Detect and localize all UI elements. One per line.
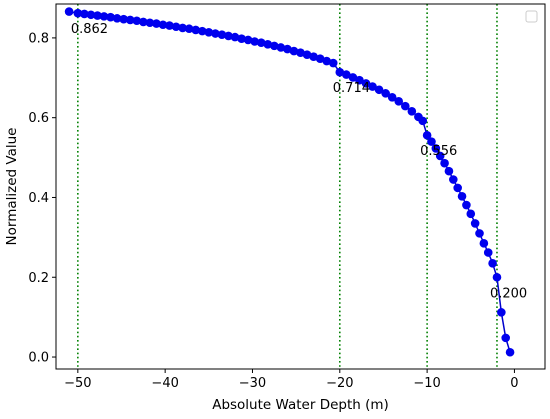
data-point-40 xyxy=(328,58,338,68)
annotations: 0.862 0.714 0.556 0.200 xyxy=(71,22,527,301)
data-point-43 xyxy=(348,73,358,82)
data-point-47 xyxy=(374,85,384,95)
data-point-14 xyxy=(158,20,168,30)
data-point-0 xyxy=(64,7,74,16)
data-point-54 xyxy=(418,116,428,126)
x-tick-label-1: −40 xyxy=(151,376,178,391)
data-point-15 xyxy=(165,21,174,30)
x-tick-label-2: −30 xyxy=(239,376,266,391)
data-point-33 xyxy=(283,44,292,54)
data-point-7 xyxy=(112,14,122,23)
x-tick-label-5: 0 xyxy=(510,376,518,391)
data-point-28 xyxy=(250,37,259,46)
data-point-13 xyxy=(152,19,161,28)
y-tick-label-3: 0.6 xyxy=(28,111,49,126)
data-point-57 xyxy=(431,144,441,153)
data-point-49 xyxy=(387,93,397,102)
data-point-17 xyxy=(178,23,187,33)
data-point-36 xyxy=(302,50,312,59)
data-point-22 xyxy=(211,29,220,38)
data-point-51 xyxy=(400,101,410,111)
data-point-60 xyxy=(444,166,454,176)
x-axis-ticks: −50 −40 −30 −20 −10 0 xyxy=(64,369,519,391)
data-point-4 xyxy=(93,11,102,20)
data-point-27 xyxy=(243,35,253,45)
data-point-56 xyxy=(427,137,436,146)
data-point-52 xyxy=(407,107,417,116)
data-point-42 xyxy=(342,70,351,79)
y-axis-label: Normalized Value xyxy=(4,128,20,246)
data-point-19 xyxy=(191,25,201,35)
data-point-1 xyxy=(73,8,83,18)
data-point-48 xyxy=(381,89,390,98)
data-point-38 xyxy=(315,54,325,63)
annotation-2: 0.556 xyxy=(420,144,457,159)
data-point-3 xyxy=(86,10,96,20)
data-point-9 xyxy=(125,15,135,25)
data-point-21 xyxy=(204,28,214,37)
data-point-70 xyxy=(488,258,497,268)
data-point-23 xyxy=(217,30,227,40)
data-point-69 xyxy=(483,248,493,257)
data-point-72 xyxy=(497,308,506,317)
data-point-37 xyxy=(309,52,318,61)
annotation-1: 0.714 xyxy=(333,81,370,96)
data-series xyxy=(64,7,515,357)
data-point-18 xyxy=(184,24,194,34)
data-point-6 xyxy=(106,12,115,22)
data-point-63 xyxy=(457,191,467,201)
data-point-68 xyxy=(479,239,489,248)
data-point-34 xyxy=(289,46,299,56)
data-point-59 xyxy=(440,158,449,168)
data-point-65 xyxy=(466,209,476,219)
data-point-20 xyxy=(197,26,207,36)
data-point-25 xyxy=(230,32,240,42)
data-point-74 xyxy=(505,347,515,357)
data-point-16 xyxy=(171,22,181,32)
plot-area-frame xyxy=(55,3,546,370)
y-tick-label-0: 0.0 xyxy=(28,351,49,366)
data-point-62 xyxy=(453,183,462,193)
data-point-64 xyxy=(462,200,471,210)
data-point-30 xyxy=(263,39,273,49)
data-point-50 xyxy=(394,97,404,106)
data-point-39 xyxy=(322,56,331,66)
data-point-8 xyxy=(119,14,128,24)
data-point-35 xyxy=(296,48,305,57)
data-point-32 xyxy=(276,43,286,52)
y-tick-label-4: 0.8 xyxy=(28,31,49,46)
annotation-3: 0.200 xyxy=(490,286,527,301)
legend-box xyxy=(525,10,538,23)
data-point-2 xyxy=(80,9,89,19)
data-point-31 xyxy=(270,41,279,51)
data-point-11 xyxy=(139,17,148,27)
x-tick-label-4: −10 xyxy=(413,376,440,391)
data-point-58 xyxy=(435,151,445,161)
annotation-0: 0.862 xyxy=(71,22,108,37)
data-point-71 xyxy=(492,272,502,282)
data-point-55 xyxy=(422,130,432,140)
data-point-24 xyxy=(224,31,233,41)
x-axis-label: Absolute Water Depth (m) xyxy=(212,397,389,413)
data-point-29 xyxy=(256,38,266,47)
data-point-46 xyxy=(368,82,377,91)
data-point-66 xyxy=(470,219,480,228)
y-tick-label-1: 0.2 xyxy=(28,271,49,286)
x-tick-label-0: −50 xyxy=(64,376,91,391)
data-point-45 xyxy=(361,79,371,88)
x-tick-label-3: −20 xyxy=(326,376,353,391)
data-point-61 xyxy=(449,175,458,184)
data-point-10 xyxy=(132,16,142,26)
data-point-41 xyxy=(335,67,345,77)
data-point-5 xyxy=(99,12,109,21)
y-tick-label-2: 0.4 xyxy=(28,191,49,206)
data-point-12 xyxy=(145,18,155,28)
data-point-73 xyxy=(501,333,511,343)
data-point-67 xyxy=(475,229,484,238)
data-point-44 xyxy=(355,75,364,85)
y-axis-ticks: 0.0 0.2 0.4 0.6 0.8 xyxy=(28,31,56,366)
data-point-26 xyxy=(237,34,246,44)
